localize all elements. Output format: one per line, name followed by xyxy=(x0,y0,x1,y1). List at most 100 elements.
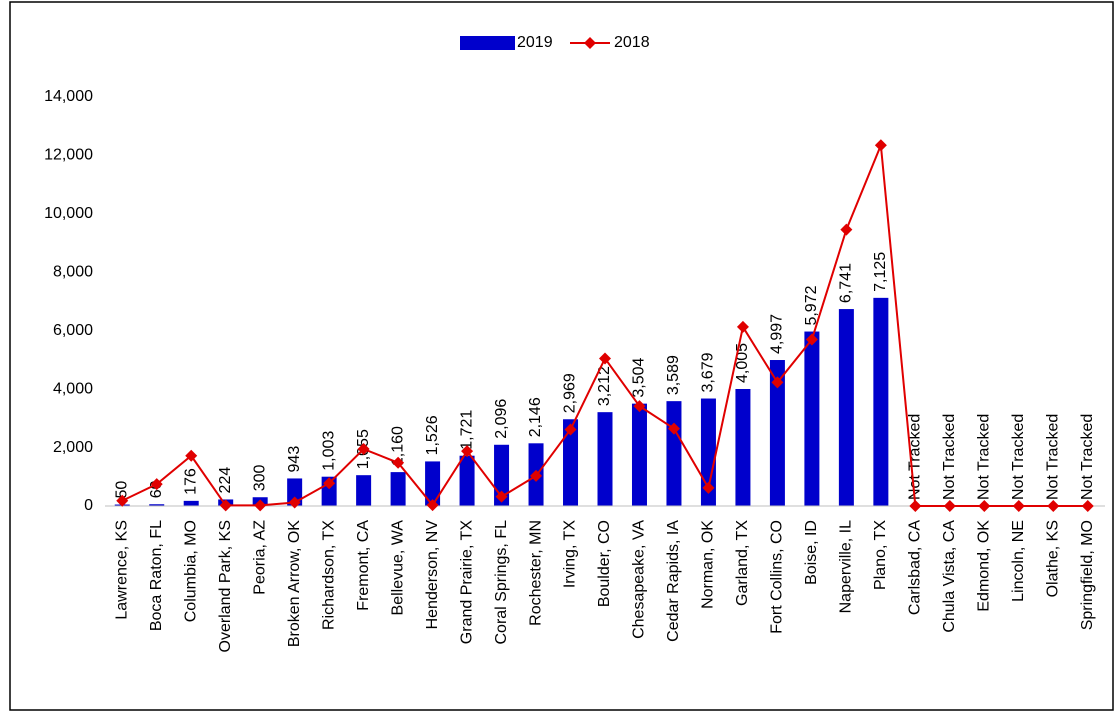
x-tick-label: Springfield, MO xyxy=(1079,520,1096,630)
line-marker xyxy=(254,499,267,512)
data-label: Not Tracked xyxy=(941,414,958,500)
x-tick-label: Irving, TX xyxy=(562,520,579,589)
data-label: Not Tracked xyxy=(1079,414,1096,500)
data-label: 2,096 xyxy=(493,399,510,439)
line-marker xyxy=(461,445,474,458)
data-label: 3,679 xyxy=(700,352,717,392)
bar xyxy=(563,419,579,506)
data-label: 7,125 xyxy=(872,252,889,292)
y-tick-label: 0 xyxy=(84,497,93,514)
line-marker xyxy=(116,494,129,507)
line-marker xyxy=(771,376,784,389)
data-label: 3,589 xyxy=(665,355,682,395)
line-marker xyxy=(392,456,405,469)
line-marker xyxy=(150,478,163,491)
bar xyxy=(425,461,441,506)
bar xyxy=(873,297,889,506)
x-tick-label: Overland Park, KS xyxy=(217,520,234,653)
line-marker xyxy=(426,499,439,512)
x-tick-label: Olathe, KS xyxy=(1044,520,1061,597)
line-marker xyxy=(874,139,887,152)
data-label: 943 xyxy=(286,446,303,473)
x-tick-label: Chesapeake, VA xyxy=(631,520,648,639)
line-marker xyxy=(840,223,853,236)
data-label: 1,526 xyxy=(424,415,441,455)
bar xyxy=(631,403,647,506)
x-tick-label: Norman, OK xyxy=(700,520,717,609)
line-marker xyxy=(530,469,543,482)
x-tick-label: Lawrence, KS xyxy=(113,520,130,620)
line-marker xyxy=(805,333,818,346)
x-tick-label: Carlsbad, CA xyxy=(907,520,924,615)
line-marker xyxy=(185,449,198,462)
line-marker xyxy=(288,496,301,509)
bar xyxy=(804,331,820,506)
bar xyxy=(735,388,751,506)
line-marker xyxy=(599,352,611,365)
data-label: 176 xyxy=(182,468,199,495)
line-marker xyxy=(323,477,336,490)
y-tick-label: 14,000 xyxy=(44,88,93,105)
x-tick-label: Edmond, OK xyxy=(976,520,993,612)
data-label: 4,005 xyxy=(734,343,751,383)
line-marker xyxy=(909,500,922,512)
data-label: 1,721 xyxy=(458,410,475,450)
data-label: 3,504 xyxy=(631,357,648,397)
data-label: Not Tracked xyxy=(907,414,924,500)
bar xyxy=(390,472,406,506)
x-tick-label: Henderson, NV xyxy=(424,520,441,630)
x-tick-label: Broken Arrow, OK xyxy=(286,520,303,647)
bar xyxy=(287,478,303,506)
legend-swatch xyxy=(460,36,515,50)
chart-frame xyxy=(9,1,1114,711)
line-marker xyxy=(943,500,956,512)
x-tick-label: Lincoln, NE xyxy=(1010,520,1027,602)
data-label: Not Tracked xyxy=(976,414,993,500)
bar xyxy=(769,360,785,506)
bar xyxy=(597,412,613,506)
legend-label: 2019 xyxy=(517,34,553,51)
bar xyxy=(700,398,716,506)
y-tick-label: 8,000 xyxy=(53,264,93,281)
x-tick-label: Garland, TX xyxy=(734,520,751,606)
data-label: 300 xyxy=(251,464,268,491)
line-marker xyxy=(1047,500,1060,512)
y-tick-label: 4,000 xyxy=(53,380,93,397)
x-tick-label: Boise, ID xyxy=(803,520,820,585)
bar xyxy=(149,504,165,506)
y-tick-label: 10,000 xyxy=(44,205,93,222)
x-tick-label: Boca Raton, FL xyxy=(148,520,165,631)
line-marker xyxy=(736,320,749,333)
line-marker xyxy=(219,499,232,512)
bar xyxy=(356,475,372,506)
data-label: 1,003 xyxy=(320,431,337,471)
data-label: 2,969 xyxy=(562,373,579,413)
x-tick-label: Coral Springs, FL xyxy=(493,520,510,645)
x-tick-label: Fremont, CA xyxy=(355,520,372,611)
x-tick-label: Fort Collins, CO xyxy=(769,520,786,634)
x-tick-label: Plano, TX xyxy=(872,520,889,590)
y-tick-label: 6,000 xyxy=(53,322,93,339)
legend-label: 2018 xyxy=(614,34,650,51)
data-label: 50 xyxy=(113,481,130,499)
y-tick-label: 12,000 xyxy=(44,147,93,164)
x-tick-label: Peoria, AZ xyxy=(251,520,268,595)
data-label: Not Tracked xyxy=(1044,414,1061,500)
data-label: Not Tracked xyxy=(1010,414,1027,500)
x-tick-label: Boulder, CO xyxy=(596,520,613,607)
line-marker xyxy=(495,490,508,503)
bar xyxy=(838,309,854,506)
y-tick-label: 2,000 xyxy=(53,439,93,456)
line-marker xyxy=(702,481,715,494)
data-label: 5,972 xyxy=(803,285,820,325)
line-marker xyxy=(357,443,370,456)
line-marker xyxy=(633,400,646,413)
x-tick-label: Chula Vista, CA xyxy=(941,520,958,633)
line-marker xyxy=(1081,500,1094,512)
data-label: 4,997 xyxy=(769,314,786,354)
bar xyxy=(183,500,199,506)
legend-marker xyxy=(584,37,596,49)
bar xyxy=(666,401,682,506)
data-label: 2,146 xyxy=(527,397,544,437)
x-tick-label: Columbia, MO xyxy=(182,520,199,622)
